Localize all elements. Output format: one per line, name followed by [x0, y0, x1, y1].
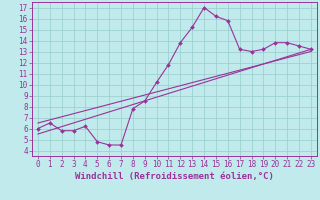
X-axis label: Windchill (Refroidissement éolien,°C): Windchill (Refroidissement éolien,°C)	[75, 172, 274, 181]
